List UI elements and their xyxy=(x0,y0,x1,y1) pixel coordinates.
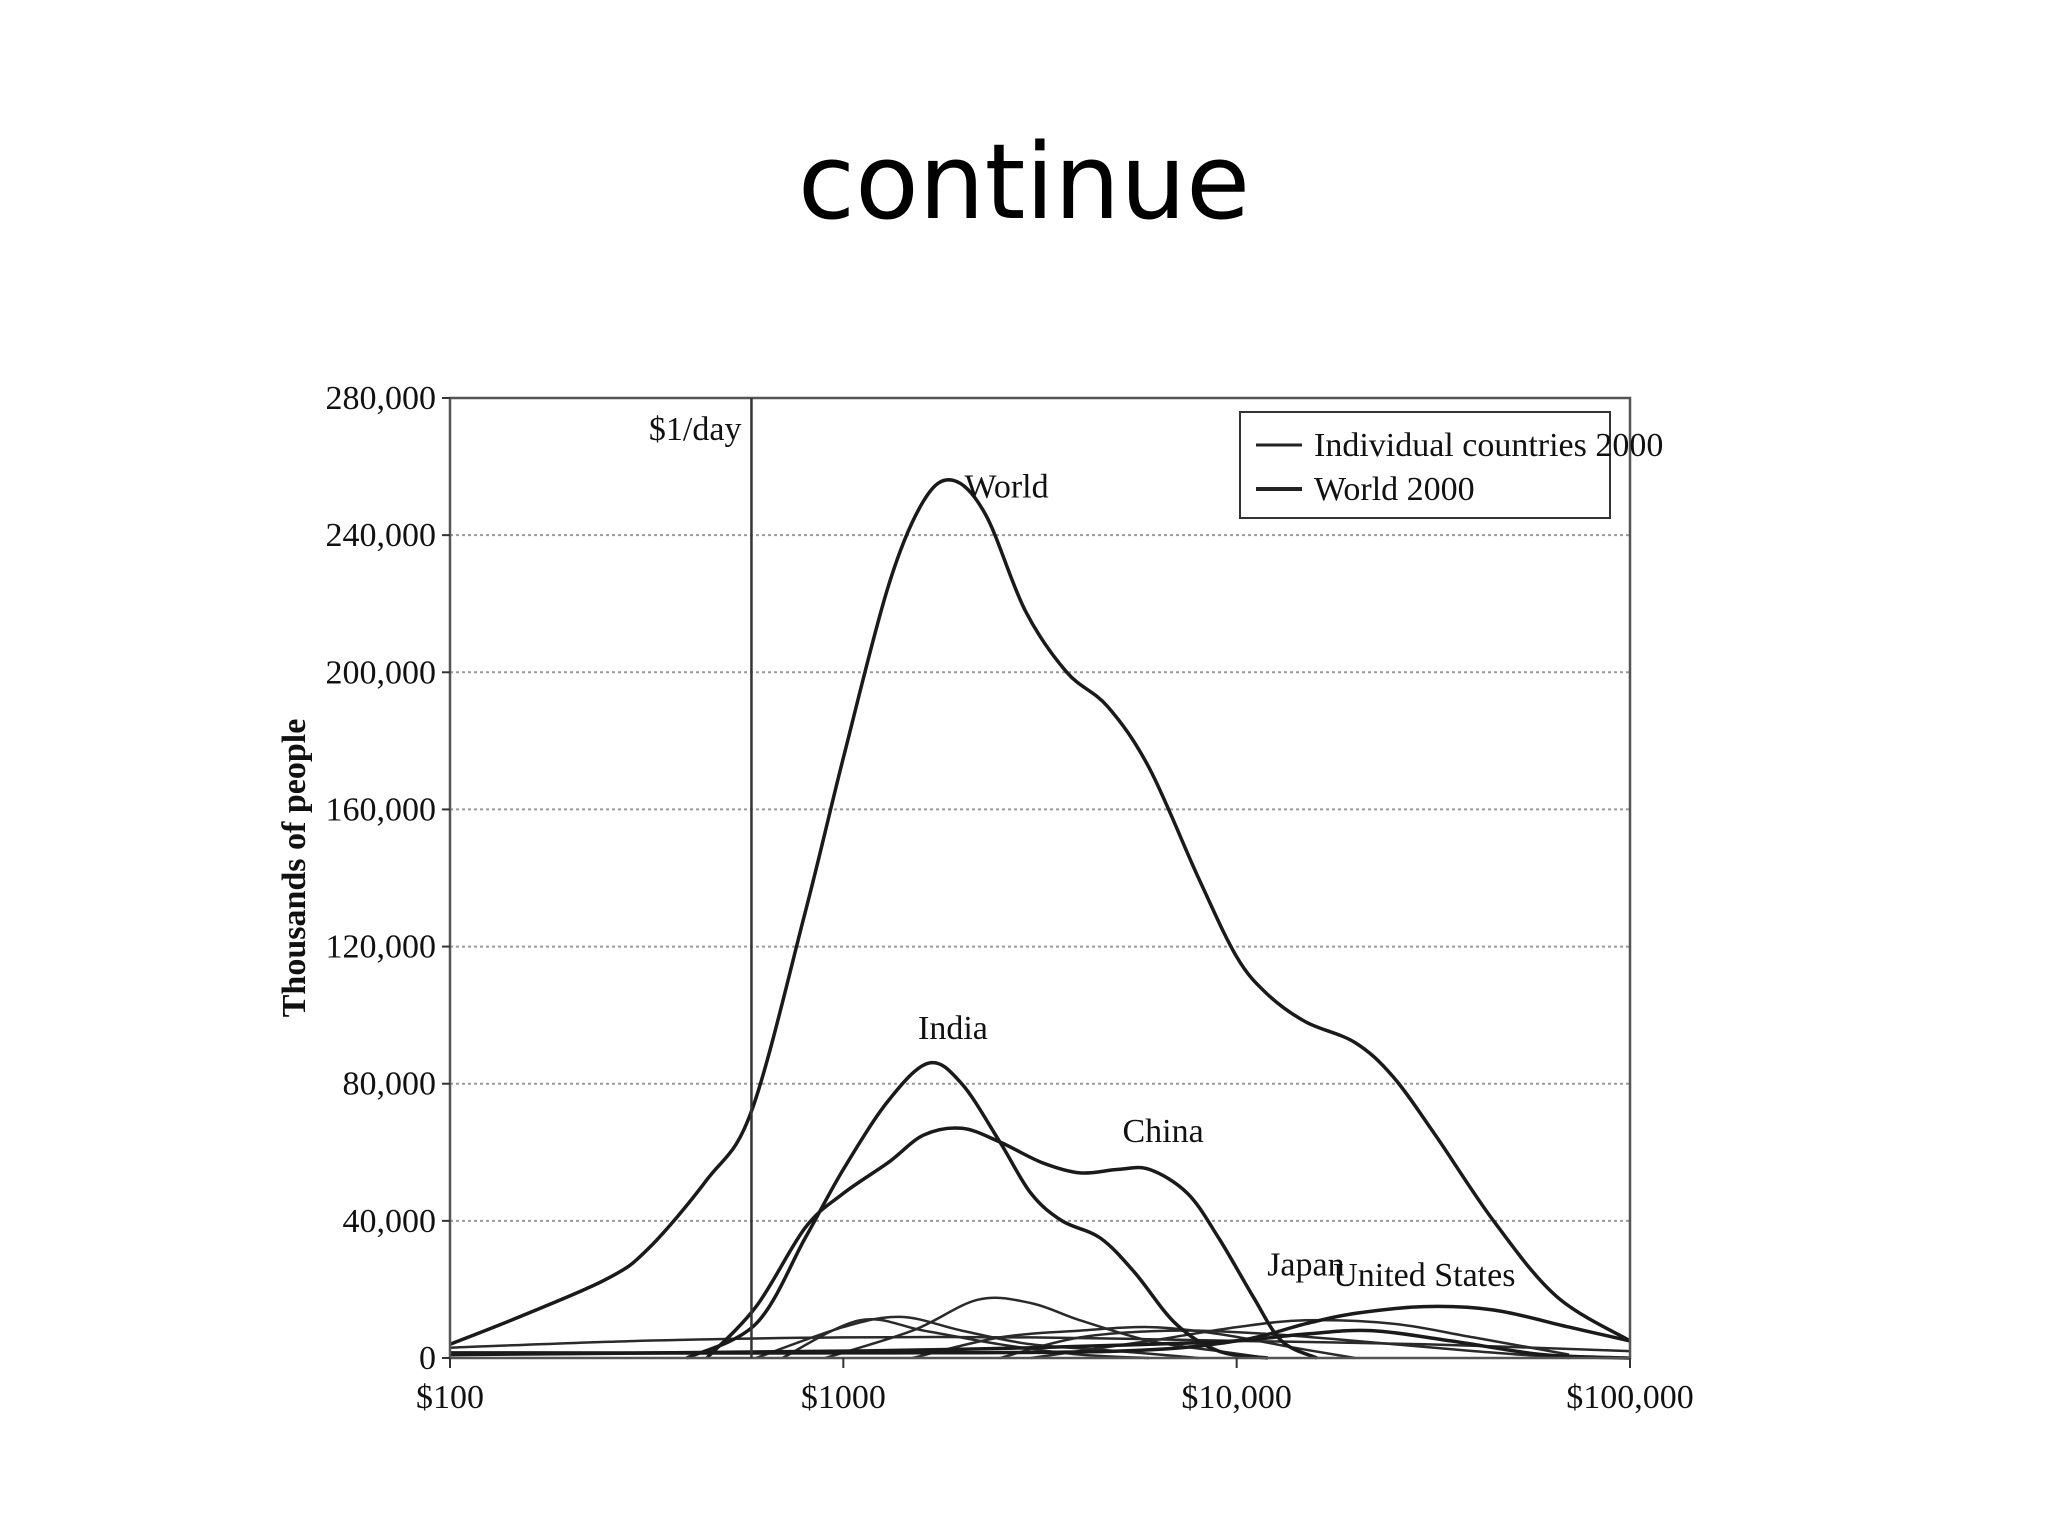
y-tick-label: 80,000 xyxy=(343,1066,437,1103)
country-curve xyxy=(449,1335,1631,1353)
legend-box xyxy=(1239,411,1611,519)
series-line-world xyxy=(449,478,1631,1346)
legend-entry: Individual countries 2000 xyxy=(1314,427,1663,464)
legend-entry: World 2000 xyxy=(1314,471,1475,508)
individual-country-curves xyxy=(449,1296,1631,1360)
y-tick-label: 280,000 xyxy=(326,380,437,417)
tick-labels: 0 40,000 80,000 120,000 160,000 200,000 240,00… xyxy=(326,380,1694,1416)
curve-label: Japan xyxy=(1267,1247,1344,1284)
legend: Individual countries 2000 World 2000 xyxy=(1239,411,1663,519)
y-tick-label: 240,000 xyxy=(326,517,437,554)
labeled-curves xyxy=(449,478,1631,1360)
curve-label: United States xyxy=(1333,1257,1515,1294)
x-tick-label: $10,000 xyxy=(1181,1379,1292,1416)
x-tick-label: $1000 xyxy=(801,1379,886,1416)
curve-label: India xyxy=(918,1010,988,1047)
plot-border xyxy=(448,396,1632,1360)
y-tick-label: 40,000 xyxy=(343,1203,437,1240)
x-tick-label: $100 xyxy=(416,1379,484,1416)
curve-label: China xyxy=(1122,1113,1203,1150)
y-axis-label: Thousands of people xyxy=(276,719,313,1018)
y-tick-label: 0 xyxy=(419,1340,436,1377)
series-line-india xyxy=(686,1060,1269,1360)
grid-layer xyxy=(450,534,1630,1222)
x-tick-label: $100,000 xyxy=(1566,1379,1694,1416)
curve-label: World xyxy=(964,468,1048,505)
y-tick-label: 160,000 xyxy=(326,791,437,828)
country-curve xyxy=(824,1296,1268,1360)
plot-frame: $1/day xyxy=(448,396,1632,1360)
slide-title: continue xyxy=(797,121,1251,243)
series-line-united-states xyxy=(449,1304,1631,1355)
one-dollar-day-label: $1/day xyxy=(649,411,742,448)
y-tick-label: 120,000 xyxy=(326,929,437,966)
country-curve xyxy=(1030,1318,1570,1360)
series-line-china xyxy=(705,1126,1318,1360)
y-tick-label: 200,000 xyxy=(326,654,437,691)
